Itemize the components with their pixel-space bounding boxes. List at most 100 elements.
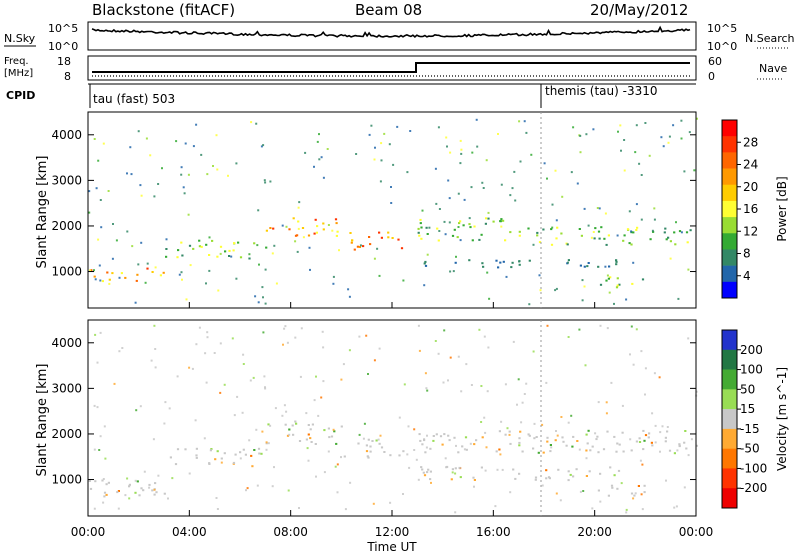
echo-cell (227, 174, 229, 177)
echo-cell (206, 173, 209, 176)
echo-cell (107, 481, 110, 484)
echo-cell (640, 218, 643, 221)
echo-cell (615, 450, 618, 453)
echo-cell (409, 130, 412, 132)
echo-cell (261, 286, 264, 289)
echo-cell (644, 393, 646, 396)
echo-cell (683, 441, 686, 444)
echo-cell (195, 447, 198, 450)
echo-cell (131, 245, 134, 248)
echo-cell (260, 452, 263, 455)
echo-cell (502, 219, 505, 222)
echo-cell (604, 212, 607, 215)
echo-cell (599, 283, 603, 286)
echo-cell (635, 328, 638, 331)
echo-cell (423, 284, 426, 287)
echo-cell (327, 224, 330, 226)
echo-cell (555, 237, 558, 240)
echo-cell (456, 236, 459, 239)
echo-cell (592, 231, 595, 233)
echo-cell (103, 425, 106, 428)
echo-cell (338, 249, 340, 252)
echo-cell (297, 220, 300, 223)
echo-cell (282, 343, 284, 346)
echo-cell (556, 434, 559, 437)
velocity-frame (87, 319, 697, 517)
echo-cell (542, 228, 545, 231)
echo-cell (251, 465, 254, 468)
echo-cell (380, 446, 384, 449)
echo-cell (441, 443, 444, 446)
echo-cell (605, 243, 608, 246)
echo-cell (311, 423, 314, 426)
echo-cell (407, 425, 410, 428)
echo-cell (451, 468, 454, 471)
echo-cell (448, 197, 451, 200)
echo-cell (144, 281, 147, 284)
echo-cell (208, 254, 211, 256)
echo-cell (271, 485, 274, 488)
echo-cell (579, 151, 582, 154)
echo-cell (483, 335, 486, 338)
echo-cell (583, 265, 586, 268)
echo-cell (550, 243, 554, 246)
echo-cell (636, 226, 639, 229)
echo-cell (371, 440, 374, 442)
echo-cell (567, 421, 570, 424)
echo-cell (292, 217, 295, 220)
echo-cell (667, 141, 670, 144)
echo-cell (167, 497, 169, 500)
echo-cell (98, 449, 101, 451)
echo-cell (572, 126, 575, 129)
echo-cell (651, 229, 654, 232)
echo-cell (617, 469, 621, 472)
echo-cell (485, 446, 488, 449)
echo-cell (363, 422, 366, 425)
echo-cell (659, 431, 662, 434)
echo-cell (613, 474, 616, 477)
echo-cell (256, 484, 259, 487)
echo-cell (571, 445, 574, 448)
echo-cell (181, 278, 183, 281)
echo-cell (583, 285, 586, 288)
echo-cell (220, 457, 223, 460)
echo-cell (124, 494, 127, 497)
echo-cell (349, 232, 352, 234)
echo-cell (599, 472, 602, 475)
echo-cell (287, 489, 290, 492)
echo-cell (623, 234, 626, 237)
echo-cell (615, 259, 618, 262)
echo-cell (285, 410, 288, 413)
echo-cell (335, 442, 338, 445)
echo-cell (365, 334, 368, 337)
echo-cell (219, 391, 222, 394)
echo-cell (309, 428, 312, 431)
echo-cell (582, 490, 585, 492)
echo-cell (567, 479, 570, 482)
echo-cell (94, 278, 97, 281)
echo-cell (373, 359, 376, 362)
echo-cell (239, 457, 242, 460)
echo-cell (556, 226, 559, 229)
echo-cell (506, 427, 509, 430)
echo-cell (525, 382, 528, 385)
echo-cell (482, 187, 485, 189)
echo-cell (555, 219, 558, 222)
echo-cell (638, 441, 642, 443)
echo-cell (533, 437, 536, 440)
echo-cell (591, 445, 594, 448)
echo-cell (380, 142, 383, 145)
echo-cell (578, 328, 581, 331)
echo-cell (580, 234, 583, 237)
echo-cell (208, 269, 211, 272)
echo-cell (581, 279, 584, 282)
velocity-y-ticks: 1000 2000 3000 4000 (51, 336, 696, 487)
echo-cell (373, 257, 376, 260)
echo-cell (566, 243, 569, 246)
echo-cell (483, 416, 486, 419)
echo-cell (305, 438, 308, 441)
echo-cell (632, 231, 635, 234)
echo-cell (429, 478, 432, 481)
echo-cell (237, 241, 240, 244)
echo-cell (473, 485, 475, 488)
